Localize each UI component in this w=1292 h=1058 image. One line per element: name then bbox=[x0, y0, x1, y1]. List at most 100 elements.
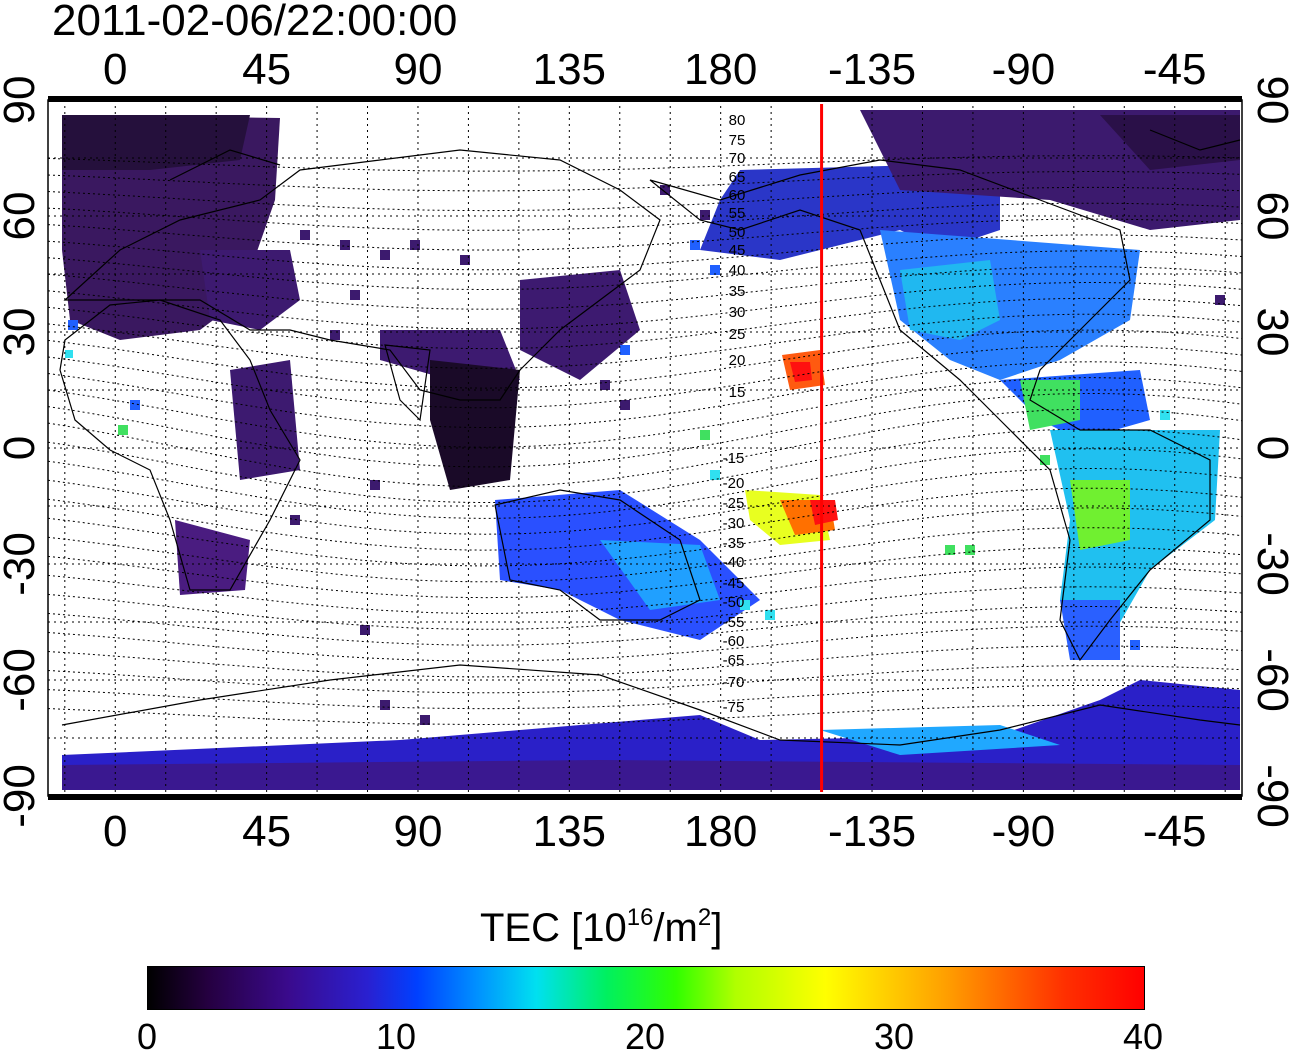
lat-tick-label-right: 60 bbox=[1248, 192, 1292, 241]
lat-tick-label-right: 30 bbox=[1248, 308, 1292, 357]
lon-tick-label-bottom: 135 bbox=[533, 807, 606, 856]
contour-label: 40 bbox=[729, 262, 746, 279]
contour-label: -45 bbox=[723, 575, 745, 592]
lat-tick-label-left: -30 bbox=[0, 532, 44, 596]
contour-line bbox=[48, 448, 1242, 519]
contour-line bbox=[48, 586, 1242, 630]
contour-line bbox=[48, 281, 1242, 330]
lon-tick-label-bottom: 0 bbox=[103, 807, 127, 856]
contour-label: -20 bbox=[723, 475, 745, 492]
contour-label: 65 bbox=[729, 169, 746, 186]
contour-label: -40 bbox=[723, 554, 745, 571]
axis-tick-labels: 0045459090135135180180-135-135-90-90-45-… bbox=[0, 45, 1292, 856]
contour-line bbox=[48, 704, 1242, 726]
contour-line bbox=[48, 377, 1242, 448]
contour-line bbox=[48, 361, 1242, 429]
lon-tick-label-top: 135 bbox=[533, 45, 606, 94]
contour-label: -25 bbox=[723, 495, 745, 512]
contour-line bbox=[48, 186, 1242, 212]
lon-tick-label-top: 45 bbox=[242, 45, 291, 94]
lat-tick-label-left: -90 bbox=[0, 764, 44, 828]
lat-tick-label-right: 90 bbox=[1248, 76, 1292, 125]
lat-tick-label-right: 0 bbox=[1248, 436, 1292, 460]
contour-label: 80 bbox=[729, 112, 746, 129]
contour-line bbox=[48, 329, 1242, 389]
lon-tick-label-top: -45 bbox=[1143, 45, 1207, 94]
lat-tick-label-left: 60 bbox=[0, 192, 44, 241]
contour-line bbox=[48, 313, 1242, 369]
contour-line bbox=[48, 408, 1242, 488]
colorbar-tick-label: 30 bbox=[873, 1016, 915, 1057]
contour-line bbox=[48, 266, 1242, 310]
lon-tick-label-bottom: 90 bbox=[393, 807, 442, 856]
contour-line bbox=[48, 645, 1242, 678]
lat-tick-label-left: 30 bbox=[0, 308, 44, 357]
contour-line bbox=[48, 345, 1242, 409]
lat-tick-label-right: -60 bbox=[1248, 648, 1292, 712]
contour-line bbox=[48, 467, 1242, 535]
bottom-frame-bar bbox=[48, 794, 1242, 800]
contour-label: -65 bbox=[723, 652, 745, 669]
lon-tick-label-bottom: -90 bbox=[992, 807, 1056, 856]
contour-line bbox=[48, 155, 1242, 172]
contour-line bbox=[48, 566, 1242, 615]
contour-label: 45 bbox=[729, 242, 746, 259]
contour-line bbox=[48, 170, 1242, 192]
contour-line bbox=[48, 218, 1242, 251]
magnetic-contours bbox=[48, 155, 1242, 726]
coastlines bbox=[59, 129, 1241, 746]
lat-tick-label-left: 90 bbox=[0, 76, 44, 125]
contour-line bbox=[48, 202, 1242, 231]
colorbar-tick-label: 20 bbox=[624, 1016, 666, 1057]
tec-data-layer bbox=[62, 110, 1240, 790]
colorbar-tick-label: 10 bbox=[375, 1016, 417, 1057]
lat-tick-label-left: 0 bbox=[0, 436, 44, 460]
contour-label: -55 bbox=[723, 614, 745, 631]
lon-tick-label-top: 90 bbox=[393, 45, 442, 94]
contour-label: 75 bbox=[729, 132, 746, 149]
lon-tick-label-bottom: 45 bbox=[242, 807, 291, 856]
lon-tick-label-bottom: -135 bbox=[828, 807, 916, 856]
contour-label: -50 bbox=[723, 594, 745, 611]
contour-label: -60 bbox=[723, 633, 745, 650]
lon-tick-label-bottom: 180 bbox=[684, 807, 757, 856]
contour-line bbox=[48, 487, 1242, 551]
contour-line bbox=[48, 392, 1242, 468]
lon-tick-label-top: 180 bbox=[684, 45, 757, 94]
lon-tick-label-top: 0 bbox=[103, 45, 127, 94]
contour-line bbox=[48, 665, 1242, 694]
top-frame-bar bbox=[48, 96, 1242, 102]
contour-label: 70 bbox=[729, 150, 746, 167]
contour-label: 60 bbox=[729, 187, 746, 204]
contour-label: 55 bbox=[729, 205, 746, 222]
contour-line bbox=[48, 428, 1242, 504]
lat-tick-label-right: -30 bbox=[1248, 532, 1292, 596]
contour-line bbox=[48, 507, 1242, 567]
lon-tick-label-top: -135 bbox=[828, 45, 916, 94]
lat-tick-label-right: -90 bbox=[1248, 764, 1292, 828]
tec-map: 0045459090135135180180-135-135-90-90-45-… bbox=[0, 45, 1292, 856]
contour-label: 50 bbox=[729, 224, 746, 241]
contour-line bbox=[48, 546, 1242, 599]
contour-label: 35 bbox=[729, 283, 746, 300]
contour-line bbox=[48, 684, 1242, 710]
colorbar-tick-label: 0 bbox=[136, 1016, 158, 1057]
contour-label: -70 bbox=[723, 674, 745, 691]
lat-tick-label-left: -60 bbox=[0, 648, 44, 712]
contour-label: -35 bbox=[723, 535, 745, 552]
contour-label: 15 bbox=[729, 384, 746, 401]
contour-label: -30 bbox=[723, 515, 745, 532]
contour-label: -15 bbox=[723, 450, 745, 467]
colorbar-label: TEC [1016/m2] bbox=[480, 904, 723, 950]
contour-label: 25 bbox=[729, 326, 746, 343]
contour-line bbox=[48, 625, 1242, 662]
contour-label: 20 bbox=[729, 352, 746, 369]
map-title: 2011-02-06/22:00:00 bbox=[52, 0, 458, 45]
tec-colorbar bbox=[147, 966, 1145, 1010]
lon-tick-label-bottom: -45 bbox=[1143, 807, 1207, 856]
lon-tick-label-top: -90 bbox=[992, 45, 1056, 94]
contour-label: 30 bbox=[729, 304, 746, 321]
colorbar-tick-label: 40 bbox=[1122, 1016, 1164, 1057]
contour-label: -75 bbox=[723, 699, 745, 716]
